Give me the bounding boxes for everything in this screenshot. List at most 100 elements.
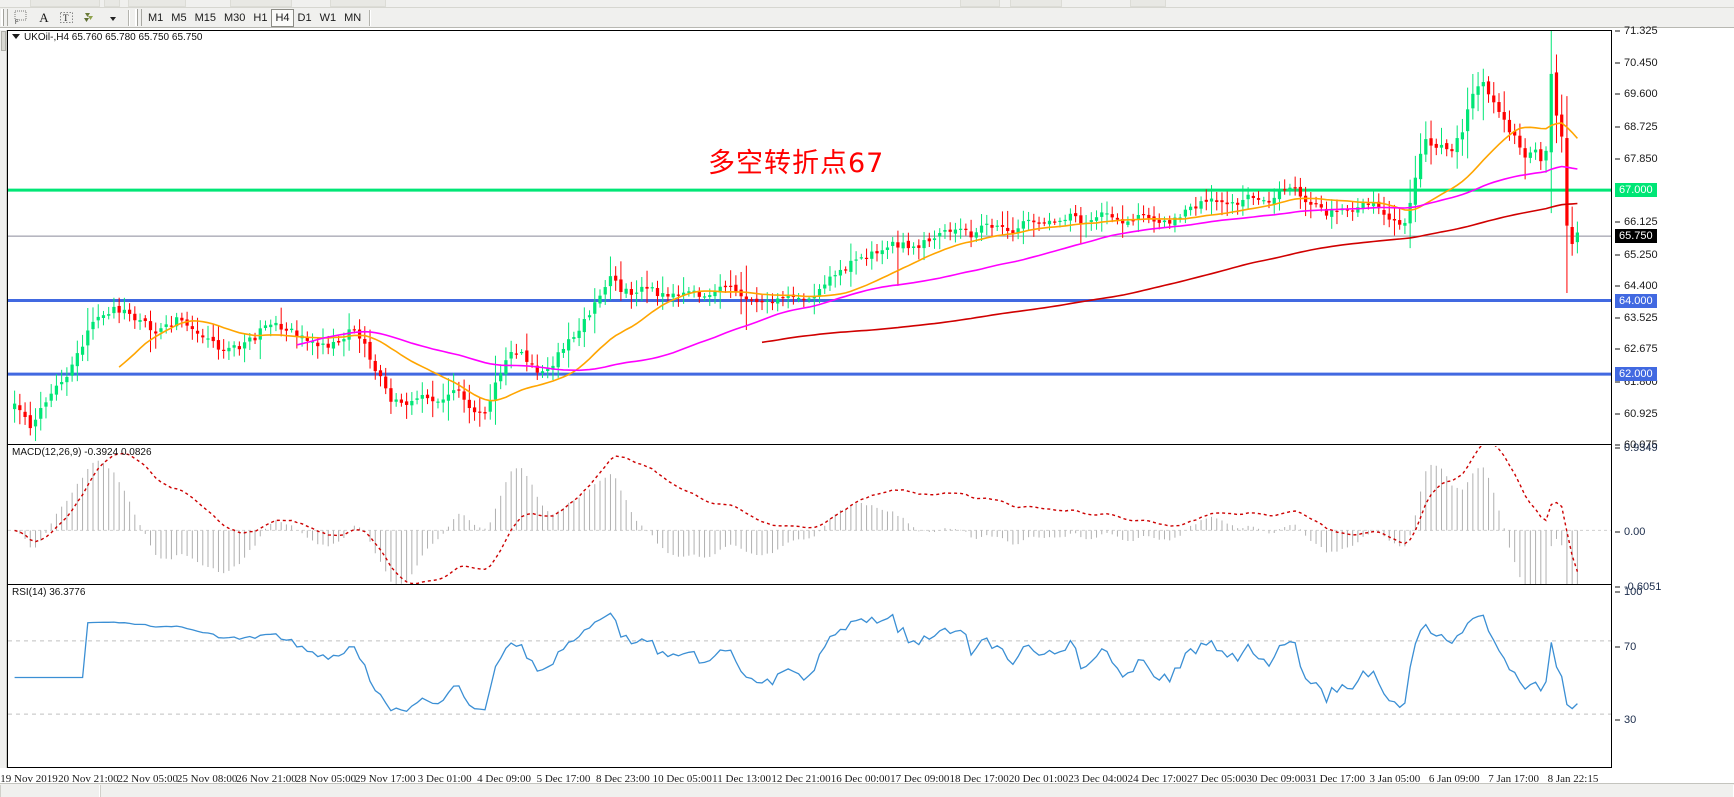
candle-body bbox=[1058, 220, 1062, 222]
candle-body bbox=[1554, 72, 1559, 116]
price-scale-axis[interactable]: 71.325 70.450 69.600 68.725 67.850 66.125 65.2… bbox=[1612, 25, 1734, 768]
candle-body bbox=[1560, 114, 1564, 137]
candle-body bbox=[279, 323, 283, 330]
candle-body bbox=[227, 347, 231, 352]
dropdown-arrow-icon[interactable] bbox=[102, 9, 124, 27]
candle-body bbox=[1413, 177, 1417, 205]
chart-area[interactable]: UKOil-,H4 65.760 65.780 65.750 65.750 多空… bbox=[0, 25, 1734, 797]
candle-body bbox=[18, 405, 22, 411]
candle-body bbox=[1042, 222, 1046, 224]
price-tick-mark bbox=[1615, 413, 1620, 415]
candle-body bbox=[269, 324, 273, 328]
chart-plot-frame[interactable]: UKOil-,H4 65.760 65.780 65.750 65.750 多空… bbox=[7, 30, 1612, 768]
price-level-badge-support[interactable]: 62.000 bbox=[1615, 367, 1657, 382]
candle-body bbox=[990, 225, 994, 228]
candle-body bbox=[938, 232, 942, 237]
candle-body bbox=[1418, 153, 1423, 180]
candle-body bbox=[363, 338, 367, 344]
candle-body bbox=[1387, 213, 1391, 220]
rsi-tick-mark bbox=[1615, 591, 1620, 593]
candle-body bbox=[1074, 213, 1078, 217]
price-panel[interactable]: UKOil-,H4 65.760 65.780 65.750 65.750 多空… bbox=[8, 31, 1611, 445]
price-level-badge-support[interactable]: 64.000 bbox=[1615, 293, 1657, 308]
candle-body bbox=[415, 398, 419, 400]
candle-body bbox=[326, 343, 330, 348]
timeframe-m1[interactable]: M1 bbox=[144, 9, 167, 27]
candle-body bbox=[1141, 213, 1146, 216]
timeframe-h4-label: H4 bbox=[275, 11, 290, 24]
candle-body bbox=[812, 296, 816, 299]
candle-body bbox=[1272, 197, 1276, 205]
candle-body bbox=[906, 240, 910, 249]
candle-body bbox=[347, 329, 351, 340]
text-a-icon[interactable]: A bbox=[33, 9, 55, 27]
candle-body bbox=[718, 286, 722, 293]
timeframe-h1[interactable]: H1 bbox=[249, 9, 271, 27]
candle-body bbox=[352, 329, 356, 331]
candle-body bbox=[1000, 225, 1005, 227]
rsi-panel[interactable]: RSI(14) 36.3776 bbox=[8, 586, 1611, 767]
candle-body bbox=[1131, 220, 1135, 222]
candle-body bbox=[488, 401, 492, 412]
ma-line-magenta bbox=[296, 165, 1578, 372]
timeframe-m5[interactable]: M5 bbox=[167, 9, 190, 27]
candle-body bbox=[587, 315, 592, 318]
candle-body bbox=[399, 399, 404, 403]
status-bar bbox=[0, 783, 1734, 797]
price-tick-label-68.725: 68.725 bbox=[1624, 120, 1658, 133]
candle-body bbox=[499, 373, 503, 382]
chart-left-scroll-gutter[interactable] bbox=[0, 30, 7, 768]
candle-body bbox=[875, 251, 879, 254]
macd-panel[interactable]: MACD(12,26,9) -0.3924 0.0826 bbox=[8, 446, 1611, 585]
candle-body bbox=[1356, 207, 1360, 213]
timeframe-m30[interactable]: M30 bbox=[220, 9, 249, 27]
candle-body bbox=[425, 394, 430, 399]
text-label-icon[interactable]: T bbox=[55, 9, 78, 27]
toolbar-grip[interactable] bbox=[1, 9, 8, 26]
timeframe-w1[interactable]: W1 bbox=[316, 9, 341, 27]
candle-body bbox=[143, 318, 147, 322]
ma-line-orange bbox=[118, 122, 1579, 402]
objects-icon[interactable] bbox=[78, 9, 102, 27]
candle-body bbox=[854, 259, 858, 261]
price-level-badge-resistance[interactable]: 67.000 bbox=[1615, 183, 1657, 198]
timeframe-m30-label: M30 bbox=[223, 11, 246, 24]
time-tick-label: 12 Dec 21:00 bbox=[771, 773, 831, 785]
candle-body bbox=[1330, 209, 1334, 217]
candle-body bbox=[702, 296, 707, 298]
timeframe-d1[interactable]: D1 bbox=[294, 9, 316, 27]
candle-body bbox=[1173, 217, 1177, 226]
candle-body bbox=[1424, 139, 1428, 155]
candle-body bbox=[995, 225, 999, 227]
price-level-badge-current-price[interactable]: 65.750 bbox=[1615, 229, 1657, 244]
crosshair-f-icon[interactable]: F bbox=[10, 9, 33, 27]
chart-menu-caret-icon[interactable] bbox=[12, 33, 20, 39]
toolbar-ghost-6 bbox=[960, 0, 1000, 7]
time-tick-label: 23 Dec 04:00 bbox=[1068, 773, 1128, 785]
timeframe-mn[interactable]: MN bbox=[340, 9, 365, 27]
candle-body bbox=[1403, 222, 1407, 226]
candle-body bbox=[1361, 202, 1365, 209]
candle-body bbox=[410, 400, 414, 406]
candle-body bbox=[1439, 144, 1444, 148]
candle-body bbox=[833, 275, 837, 277]
candle-body bbox=[540, 371, 545, 373]
timeframe-h4[interactable]: H4 bbox=[271, 8, 294, 27]
macd-label: MACD(12,26,9) -0.3924 0.0826 bbox=[12, 447, 152, 458]
candle-body bbox=[807, 298, 811, 300]
candle-body bbox=[1115, 217, 1120, 220]
candle-body bbox=[242, 342, 247, 349]
candle-body bbox=[446, 394, 451, 401]
timeframe-m15[interactable]: M15 bbox=[191, 9, 220, 27]
candle-body bbox=[692, 290, 696, 292]
candle-body bbox=[932, 238, 937, 241]
candle-body bbox=[1507, 119, 1512, 133]
candle-body bbox=[1162, 220, 1167, 223]
candle-body bbox=[1068, 213, 1073, 221]
candle-body bbox=[65, 376, 69, 383]
timeframe-grip[interactable] bbox=[135, 9, 142, 26]
time-tick-label: 17 Dec 09:00 bbox=[890, 773, 950, 785]
symbol-quote-text: UKOil-,H4 65.760 65.780 65.750 65.750 bbox=[24, 32, 203, 43]
time-tick-label: 6 Jan 09:00 bbox=[1428, 773, 1480, 785]
candle-body bbox=[290, 328, 294, 331]
